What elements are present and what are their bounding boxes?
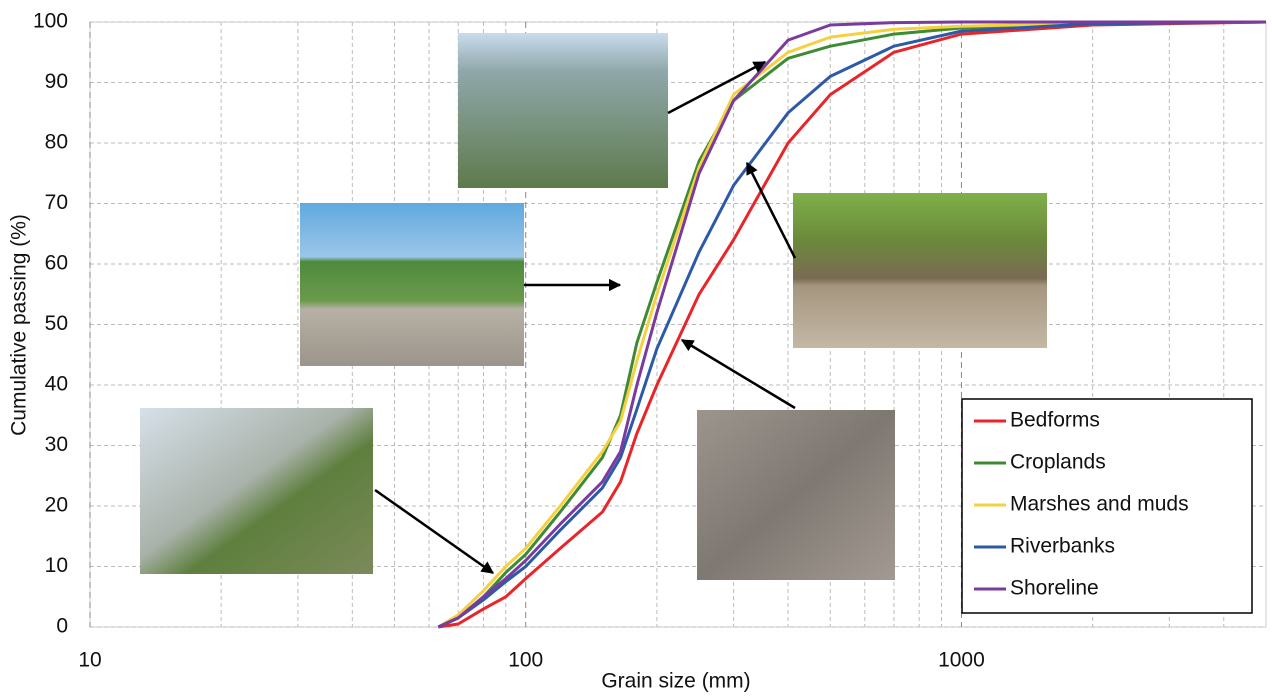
arrow xyxy=(375,490,493,573)
legend-label: Marshes and muds xyxy=(1010,493,1189,516)
y-tick-label: 80 xyxy=(45,131,68,154)
legend-label: Bedforms xyxy=(1010,409,1100,432)
x-tick-label: 10 xyxy=(78,649,101,672)
x-tick-label: 100 xyxy=(508,649,543,672)
y-tick-label: 90 xyxy=(45,70,68,93)
y-tick-label: 100 xyxy=(33,10,68,33)
photo xyxy=(300,203,524,366)
y-tick-label: 50 xyxy=(45,312,68,335)
photo xyxy=(697,410,895,580)
legend-label: Riverbanks xyxy=(1010,535,1115,558)
arrow xyxy=(682,340,795,408)
y-axis-label: Cumulative passing (%) xyxy=(8,214,31,436)
photo xyxy=(458,33,668,188)
y-tick-label: 70 xyxy=(45,191,68,214)
y-tick-label: 0 xyxy=(56,615,68,638)
legend: Bedforms Croplands Marshes and muds Riverba… xyxy=(962,399,1252,613)
y-tick-label: 30 xyxy=(45,433,68,456)
y-tick-label: 60 xyxy=(45,252,68,275)
page: {"chart_data": {"type": "line", "x_label… xyxy=(0,0,1272,700)
photo xyxy=(793,193,1047,348)
legend-label: Shoreline xyxy=(1010,577,1099,600)
y-tick-label: 20 xyxy=(45,494,68,517)
photo xyxy=(140,408,373,574)
x-tick-label: 1000 xyxy=(938,649,985,672)
y-tick-label: 40 xyxy=(45,373,68,396)
chart: 0 10 20 30 40 50 60 70 80 90 100 10 100 1000 Bedforms… xyxy=(0,0,1272,695)
y-tick-label: 10 xyxy=(45,554,68,577)
x-axis-label: Grain size (mm) xyxy=(601,670,750,693)
legend-label: Croplands xyxy=(1010,451,1106,474)
